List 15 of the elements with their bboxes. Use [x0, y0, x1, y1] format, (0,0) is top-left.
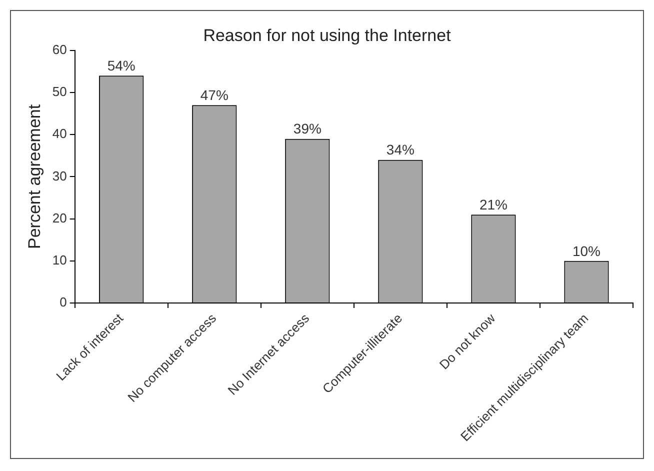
y-tick-label: 50 — [52, 84, 67, 100]
y-axis-title: Percent agreement — [24, 104, 44, 250]
data-label: 21% — [479, 196, 508, 212]
chart-title: Reason for not using the Internet — [203, 26, 452, 45]
y-tick-label: 40 — [52, 126, 67, 142]
data-label: 47% — [200, 86, 228, 103]
y-tick-label: 0 — [60, 294, 67, 310]
y-tick-label: 10 — [52, 252, 67, 268]
data-label: 39% — [293, 120, 322, 137]
data-label: 34% — [386, 142, 414, 158]
y-tick-label: 60 — [52, 42, 67, 57]
y-tick-label: 20 — [52, 210, 67, 226]
data-label: 54% — [107, 58, 136, 74]
y-tick-label: 30 — [52, 168, 67, 184]
data-label: 10% — [572, 242, 601, 259]
